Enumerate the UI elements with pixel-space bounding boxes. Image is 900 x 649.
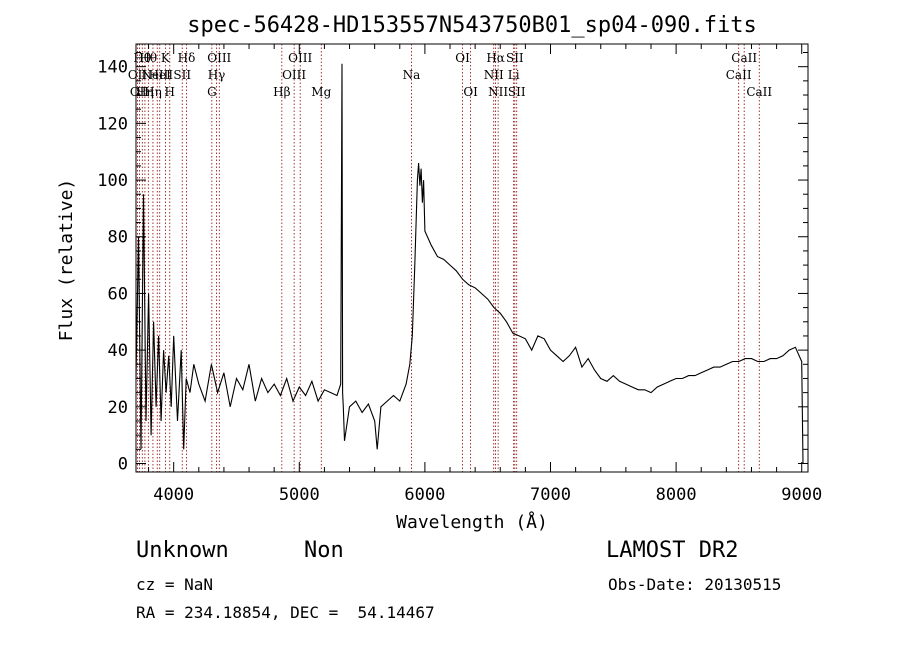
line-label-27: SII — [508, 85, 526, 99]
emission-line-labels: OIIOIIHθHηHθHηNeIIIHeIKHSIIHδGHγOIIIHβOI… — [128, 51, 773, 99]
coordinates: RA = 234.18854, DEC = 54.14467 — [136, 603, 435, 622]
x-tick-label-2: 6000 — [404, 485, 445, 505]
line-label-12: G — [207, 85, 217, 99]
y-tick-label-7: 140 — [97, 58, 128, 78]
survey-name: LAMOST DR2 — [606, 538, 739, 563]
y-tick-label-5: 100 — [97, 171, 128, 191]
line-label-16: OIII — [282, 68, 306, 82]
line-label-2: Hθ — [133, 51, 151, 65]
object-class: Unknown — [136, 538, 229, 563]
line-label-19: Na — [403, 68, 421, 82]
line-label-15: Hβ — [273, 85, 290, 99]
line-label-13: Hγ — [208, 68, 226, 82]
y-tick-label-6: 120 — [97, 114, 128, 134]
line-label-11: Hδ — [178, 51, 196, 65]
x-tick-label-4: 8000 — [656, 485, 697, 505]
x-axis-ticks: 4000 5000 6000 7000 8000 9000 — [148, 44, 822, 505]
line-label-9: H — [165, 85, 175, 99]
line-label-1: OII — [130, 85, 150, 99]
line-label-22: NII — [484, 68, 504, 82]
line-label-20: OI — [455, 51, 470, 65]
y-tick-label-3: 60 — [108, 284, 128, 304]
x-tick-label-1: 5000 — [279, 485, 320, 505]
line-label-21: OI — [463, 85, 478, 99]
line-label-10: SII — [173, 68, 191, 82]
line-label-28: CaII — [726, 68, 752, 82]
x-tick-label-0: 4000 — [153, 485, 194, 505]
redshift-value: cz = NaN — [136, 575, 214, 594]
y-axis-label: Flux (relative) — [56, 179, 77, 342]
line-label-14: OIII — [207, 51, 231, 65]
line-label-8: K — [161, 51, 171, 65]
observation-date: Obs-Date: 20130515 — [608, 575, 782, 594]
line-label-17: OIII — [288, 51, 312, 65]
x-axis-label: Wavelength (Å) — [396, 511, 548, 533]
line-label-5: Hη — [144, 85, 162, 99]
line-label-29: CaII — [731, 51, 757, 65]
line-label-25: Li — [508, 68, 520, 82]
line-label-26: SII — [506, 51, 524, 65]
line-label-18: Mg — [311, 85, 331, 99]
y-tick-label-4: 80 — [108, 228, 128, 248]
line-label-24: NII — [488, 85, 508, 99]
line-label-30: CaII — [746, 85, 772, 99]
line-label-4: Hθ — [139, 51, 157, 65]
x-tick-label-5: 9000 — [781, 485, 822, 505]
y-tick-label-2: 40 — [108, 341, 128, 361]
y-axis-ticks: 0 20 40 60 80 100 120 140 — [97, 52, 808, 474]
y-tick-label-0: 0 — [118, 454, 128, 474]
object-subclass: Non — [304, 538, 344, 563]
line-label-23: Hα — [486, 51, 505, 65]
emission-line-markers — [137, 44, 760, 472]
line-label-6: NeIII — [141, 68, 173, 82]
y-tick-label-1: 20 — [108, 398, 128, 418]
plot-frame — [135, 43, 809, 473]
chart-title: spec-56428-HD153557N543750B01_sp04-090.f… — [187, 13, 757, 38]
line-label-7: HeI — [149, 68, 172, 82]
line-label-0: OII — [128, 68, 148, 82]
x-tick-label-3: 7000 — [530, 485, 571, 505]
spectrum-line — [135, 63, 804, 464]
